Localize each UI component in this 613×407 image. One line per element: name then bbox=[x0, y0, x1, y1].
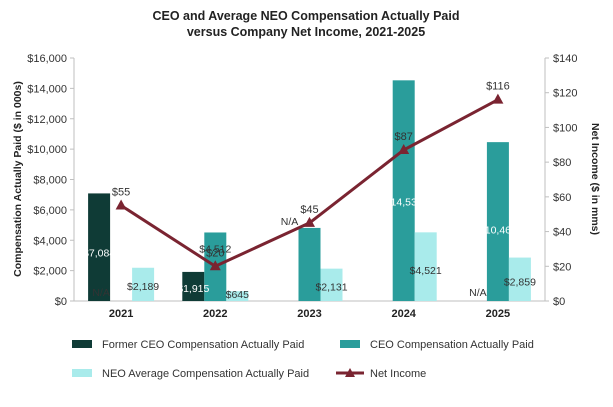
category-label-2025: 2025 bbox=[486, 308, 510, 320]
bar-data-label-neo-average-compensation-actually-paid-2023: $2,131 bbox=[315, 281, 347, 293]
bar-data-label-ceo-compensation-actually-paid-2024: 14,53 bbox=[391, 197, 417, 209]
net-income-marker-2022 bbox=[209, 260, 221, 271]
net-income-marker-2023 bbox=[304, 216, 315, 227]
plot-area: $0 $2,000 $4,000 $6,000 $8,000 $10,000 $12,000… bbox=[27, 53, 577, 320]
net-income-label-2024: $87 bbox=[395, 131, 413, 143]
bar-neo-average-compensation-actually-paid-2023 bbox=[320, 268, 343, 301]
bar-neo-average-compensation-actually-paid-2021 bbox=[132, 267, 155, 301]
bar-neo-average-compensation-actually-paid-2025 bbox=[508, 257, 531, 301]
right-tick-label: $80 bbox=[553, 157, 571, 169]
right-tick-label: $40 bbox=[553, 227, 571, 239]
bar-former-ceo-compensation-actually-paid-2022 bbox=[182, 271, 205, 301]
legend-label-former-ceo-compensation-actually-paid: Former CEO Compensation Actually Paid bbox=[102, 339, 304, 351]
net-income-label-2025: $116 bbox=[486, 81, 510, 93]
left-tick-label: $10,000 bbox=[27, 144, 67, 156]
bar-former-ceo-compensation-actually-paid-2021 bbox=[88, 193, 111, 301]
right-tick-label: $100 bbox=[553, 122, 577, 134]
bar-ceo-compensation-actually-paid-2025 bbox=[486, 142, 509, 301]
right-tick-label: $20 bbox=[553, 261, 571, 273]
right-tick-label: $0 bbox=[553, 296, 565, 308]
net-income-marker-2024 bbox=[398, 143, 410, 154]
bar-data-label-neo-average-compensation-actually-paid-2025: $2,859 bbox=[504, 276, 536, 288]
net-income-marker-2021 bbox=[115, 199, 127, 210]
category-label-2022: 2022 bbox=[203, 308, 227, 320]
bar-neo-average-compensation-actually-paid-2024 bbox=[414, 232, 437, 301]
legend-swatch-neo-average-compensation-actually-paid bbox=[72, 369, 92, 377]
net-income-marker-2025 bbox=[492, 93, 504, 104]
na-label-2021: N/A bbox=[92, 287, 110, 299]
legend: Former CEO Compensation Actually Paid CEO… bbox=[72, 339, 534, 380]
na-label-2023: N/A bbox=[281, 216, 299, 228]
bar-data-label-neo-average-compensation-actually-paid-2021: $2,189 bbox=[127, 281, 159, 293]
left-tick-label: $8,000 bbox=[33, 175, 67, 187]
bar-data-label-former-ceo-compensation-actually-paid-2022: $1,915 bbox=[177, 283, 209, 295]
category-label-2023: 2023 bbox=[297, 308, 321, 320]
net-income-label-2022: $20 bbox=[206, 247, 224, 259]
net-income-label-2021: $55 bbox=[112, 187, 130, 199]
bar-ceo-compensation-actually-paid-2023 bbox=[298, 227, 321, 301]
bar-data-label-former-ceo-compensation-actually-paid-2021: $7,084 bbox=[83, 248, 115, 260]
category-label-2021: 2021 bbox=[109, 308, 133, 320]
na-label-2025: N/A bbox=[469, 287, 487, 299]
chart-title-line1: CEO and Average NEO Compensation Actuall… bbox=[152, 9, 459, 23]
legend-label-neo-average-compensation-actually-paid: NEO Average Compensation Actually Paid bbox=[102, 368, 309, 380]
right-axis-title: Net Income ($ in mms) bbox=[589, 123, 601, 235]
bar-neo-average-compensation-actually-paid-2022 bbox=[226, 291, 249, 301]
left-tick-label: $14,000 bbox=[27, 83, 67, 95]
left-axis-title: Compensation Actually Paid ($ in 000s) bbox=[12, 81, 24, 277]
left-tick-label: $2,000 bbox=[33, 266, 67, 278]
legend-swatch-former-ceo-compensation-actually-paid bbox=[72, 340, 92, 348]
legend-label-net-income: Net Income bbox=[370, 368, 426, 380]
left-tick-label: $4,000 bbox=[33, 235, 67, 247]
left-tick-label: $16,000 bbox=[27, 53, 67, 65]
legend-swatch-ceo-compensation-actually-paid bbox=[340, 340, 360, 348]
chart-title-line2: versus Company Net Income, 2021-2025 bbox=[187, 25, 425, 39]
legend-label-ceo-compensation-actually-paid: CEO Compensation Actually Paid bbox=[370, 339, 534, 351]
bar-data-label-ceo-compensation-actually-paid-2025: 10,46 bbox=[485, 225, 511, 237]
bar-data-label-neo-average-compensation-actually-paid-2022: $645 bbox=[226, 289, 250, 301]
net-income-label-2023: $45 bbox=[300, 204, 318, 216]
bar-data-label-ceo-compensation-actually-paid-2022: $4,512 bbox=[199, 243, 231, 255]
left-tick-label: $6,000 bbox=[33, 205, 67, 217]
right-tick-label: $140 bbox=[553, 53, 577, 65]
right-tick-label: $120 bbox=[553, 88, 577, 100]
legend-marker-net-income bbox=[345, 368, 355, 377]
bar-ceo-compensation-actually-paid-2024 bbox=[392, 80, 415, 301]
category-label-2024: 2024 bbox=[391, 308, 416, 320]
left-tick-label: $12,000 bbox=[27, 114, 67, 126]
right-tick-label: $60 bbox=[553, 192, 571, 204]
left-tick-label: $0 bbox=[55, 296, 67, 308]
bar-data-label-neo-average-compensation-actually-paid-2024: $4,521 bbox=[410, 265, 442, 277]
